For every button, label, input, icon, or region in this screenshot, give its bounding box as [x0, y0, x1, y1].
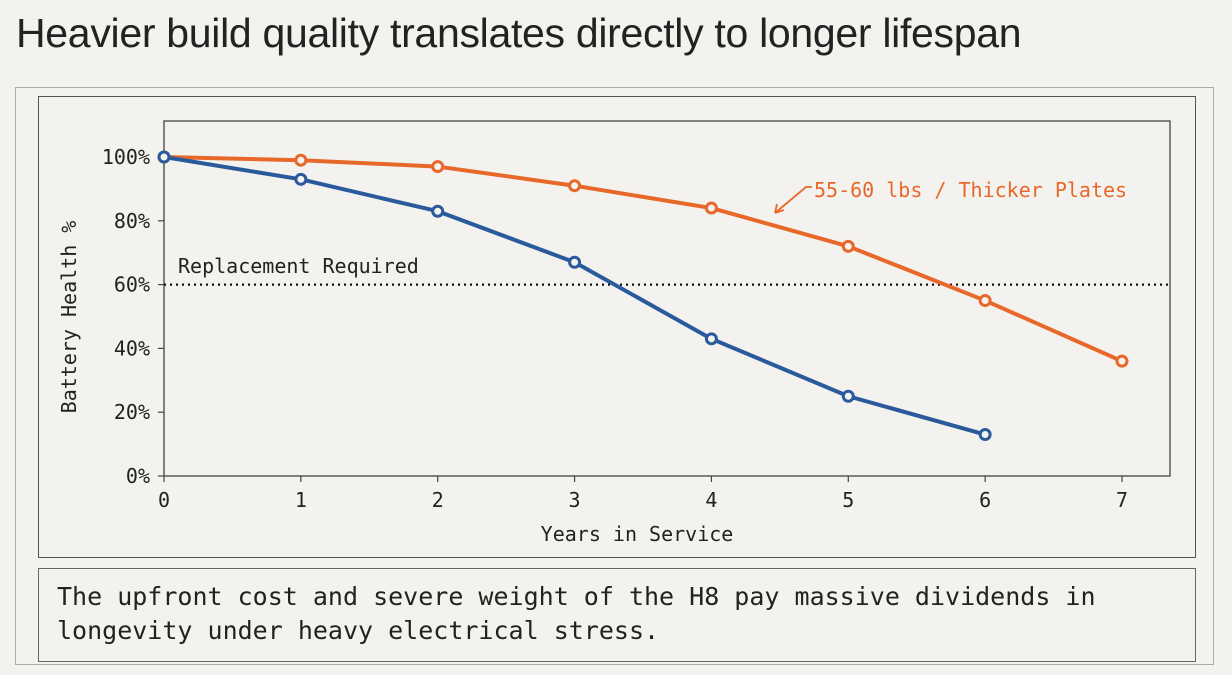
y-tick-label: 60%: [114, 273, 150, 297]
data-point-0: [704, 201, 718, 215]
data-point-0: [568, 179, 582, 193]
outer-frame: [15, 87, 1214, 665]
reference-line-label: Replacement Required: [178, 254, 419, 278]
y-tick-label: 0%: [126, 464, 150, 488]
y-axis-label: Battery Health %: [57, 221, 81, 414]
chart-panel: [38, 96, 1196, 558]
y-tick-label: 80%: [114, 209, 150, 233]
y-tick-label: 40%: [114, 336, 150, 360]
plot-frame: [163, 120, 1171, 477]
x-tick-label: 2: [432, 488, 444, 512]
data-point-0: [294, 153, 308, 167]
x-tick-label: 1: [295, 488, 307, 512]
data-point-1: [568, 255, 582, 269]
x-tick-label: 6: [979, 488, 991, 512]
x-tick-label: 3: [569, 488, 581, 512]
annotation-arrow: [774, 186, 812, 214]
page-title: Heavier build quality translates directl…: [16, 10, 1022, 56]
x-tick-label: 7: [1116, 488, 1128, 512]
data-point-0: [431, 160, 445, 174]
x-tick-label: 5: [842, 488, 854, 512]
data-point-0: [1115, 354, 1129, 368]
data-point-1: [294, 172, 308, 186]
data-point-1: [704, 332, 718, 346]
caption-box: The upfront cost and severe weight of th…: [38, 568, 1196, 662]
x-tick-label: 0: [158, 488, 170, 512]
data-point-1: [841, 389, 855, 403]
series-line-0: [162, 155, 1124, 364]
data-point-0: [841, 239, 855, 253]
series-annotation: 55-60 lbs / Thicker Plates: [814, 178, 1127, 202]
x-axis-label: Years in Service: [541, 522, 734, 546]
data-point-1: [157, 150, 171, 164]
data-point-0: [978, 294, 992, 308]
y-tick-label: 100%: [102, 145, 150, 169]
data-point-1: [978, 428, 992, 442]
data-point-1: [431, 204, 445, 218]
x-tick-label: 4: [705, 488, 717, 512]
y-tick-label: 20%: [114, 400, 150, 424]
